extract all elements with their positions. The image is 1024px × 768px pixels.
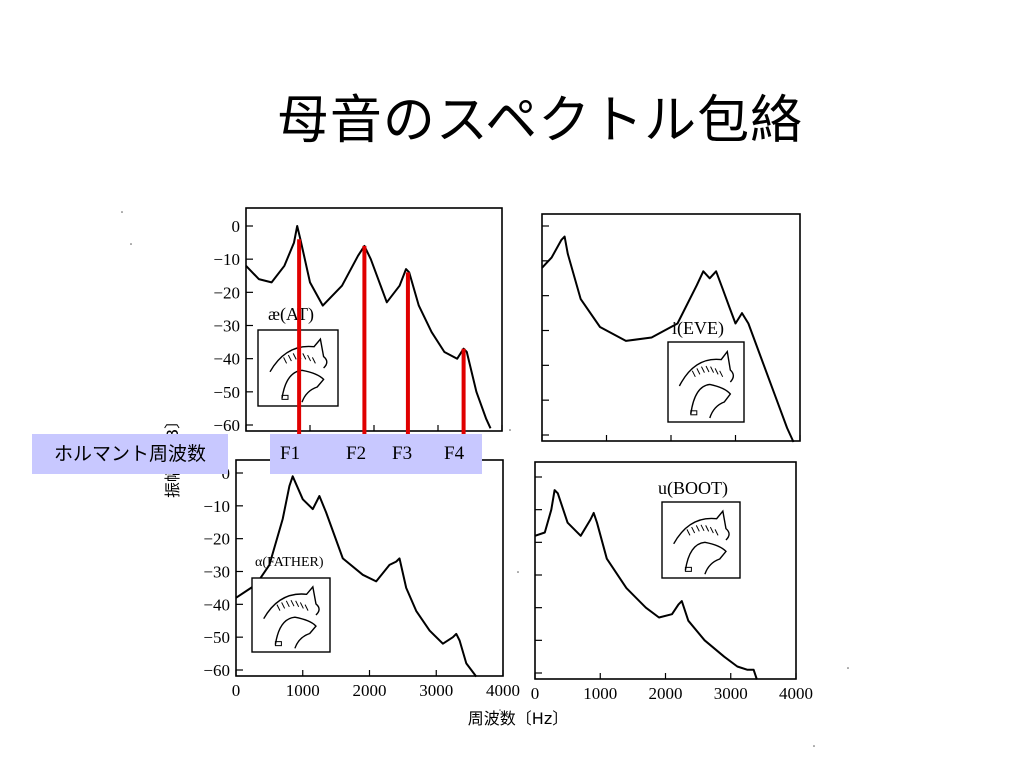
vocal-tract-sketch — [667, 341, 745, 423]
x-tick-label: 0 — [531, 684, 540, 703]
palate-outline — [673, 509, 730, 545]
teeth-hatch — [302, 353, 307, 360]
teeth-hatch — [691, 526, 696, 534]
tongue-outline — [684, 541, 727, 575]
teeth-hatch — [705, 525, 710, 532]
slide-title: 母音のスペクトル包絡 — [276, 91, 804, 151]
scan-speck — [130, 243, 132, 245]
glottis-mark — [281, 394, 289, 400]
scan-speck — [499, 709, 501, 711]
spectrum-curve — [235, 475, 478, 678]
x-tick-label: 3000 — [419, 681, 453, 700]
teeth-hatch — [700, 524, 705, 532]
x-tick-label: 2000 — [353, 681, 387, 700]
y-tick-label: 0 — [232, 217, 241, 236]
y-tick-label: −60 — [203, 661, 230, 680]
y-tick-label: −40 — [213, 350, 240, 369]
y-tick-label: −10 — [203, 497, 230, 516]
tongue-outline — [281, 369, 325, 403]
x-tick-label: 0 — [232, 681, 241, 700]
teeth-hatch — [695, 525, 700, 532]
vowel-label: æ(AT) — [268, 304, 314, 325]
teeth-hatch — [283, 357, 288, 364]
teeth-hatch — [307, 354, 312, 362]
x-tick-label: 1000 — [583, 684, 617, 703]
formant-f2-label: F2 — [346, 443, 367, 464]
glottis-mark — [690, 410, 698, 416]
vocal-tract-sketch — [251, 577, 331, 653]
teeth-hatch — [292, 353, 297, 360]
spectrum-curve — [534, 489, 758, 680]
teeth-hatch — [290, 599, 295, 607]
y-tick-label: −30 — [213, 317, 240, 336]
x-tick-label: 4000 — [486, 681, 520, 700]
teeth-hatch — [299, 602, 304, 609]
scan-speck — [509, 429, 511, 431]
teeth-hatch — [311, 357, 316, 364]
y-tick-label: −10 — [213, 250, 240, 269]
x-tick-label: 1000 — [286, 681, 320, 700]
y-tick-label: −20 — [213, 283, 240, 302]
formant-frequency-label: ホルマント周波数 — [32, 434, 228, 474]
formant-f1-label: F1 — [280, 443, 301, 464]
spectrum-panel-top-left: 0 −10 −20 −30 −40 −50 −60 æ(AT) — [213, 207, 503, 435]
vowel-label: α(FATHER) — [255, 555, 324, 570]
scan-speck — [121, 211, 123, 213]
glottis-mark — [274, 641, 282, 647]
teeth-hatch — [686, 529, 691, 536]
tongue-outline — [274, 616, 317, 649]
palate-outline — [263, 585, 320, 620]
teeth-hatch — [719, 370, 724, 378]
palate-outline — [269, 337, 328, 373]
spectrum-panel-bottom-left: 0−10−20−30−40−50−6001000200030004000α(FA… — [203, 459, 520, 700]
vocal-tract-frame — [667, 341, 745, 423]
vowel-label: i(EVE) — [672, 318, 724, 339]
teeth-hatch — [714, 368, 719, 375]
spectrum-curve — [541, 235, 795, 443]
teeth-hatch — [287, 354, 292, 362]
tongue-outline — [690, 383, 732, 419]
spectrum-panel-top-right: 0 1000 2000 3000 4000 u(BOOT) — [531, 461, 813, 703]
formant-f4-label: F4 — [444, 443, 465, 464]
vocal-tract-frame — [661, 501, 741, 579]
palate-outline — [678, 349, 735, 387]
teeth-hatch — [709, 526, 714, 534]
vocal-tract-sketch — [661, 501, 741, 579]
vowel-label: u(BOOT) — [658, 478, 728, 499]
scan-speck — [847, 667, 849, 669]
teeth-hatch — [710, 366, 715, 373]
formant-f3-label: F3 — [392, 443, 413, 464]
teeth-hatch — [691, 370, 696, 378]
teeth-hatch — [281, 602, 286, 609]
y-tick-label: −30 — [203, 563, 230, 582]
y-tick-label: −40 — [203, 595, 230, 614]
glottis-mark — [684, 566, 692, 572]
teeth-hatch — [304, 604, 309, 611]
spectrum-panel-top-right: i(EVE) — [541, 213, 801, 443]
teeth-hatch — [705, 365, 710, 373]
teeth-hatch — [714, 529, 719, 536]
y-tick-label: −50 — [213, 383, 240, 402]
teeth-hatch — [696, 368, 701, 375]
y-tick-label: −60 — [213, 416, 240, 435]
x-tick-label: 2000 — [649, 684, 683, 703]
teeth-hatch — [276, 604, 281, 611]
y-tick-label: −50 — [203, 628, 230, 647]
vocal-tract-frame — [251, 577, 331, 653]
scan-speck — [517, 571, 519, 573]
teeth-hatch — [700, 366, 705, 373]
teeth-hatch — [285, 600, 290, 608]
teeth-hatch — [295, 600, 300, 608]
x-tick-label: 4000 — [779, 684, 813, 703]
scan-speck — [813, 745, 815, 747]
formant-names-box: F1 F2 F3 F4 — [270, 434, 482, 474]
x-tick-label: 3000 — [714, 684, 748, 703]
x-axis-label: 周波数〔Hz〕 — [468, 709, 568, 728]
y-tick-label: −20 — [203, 530, 230, 549]
